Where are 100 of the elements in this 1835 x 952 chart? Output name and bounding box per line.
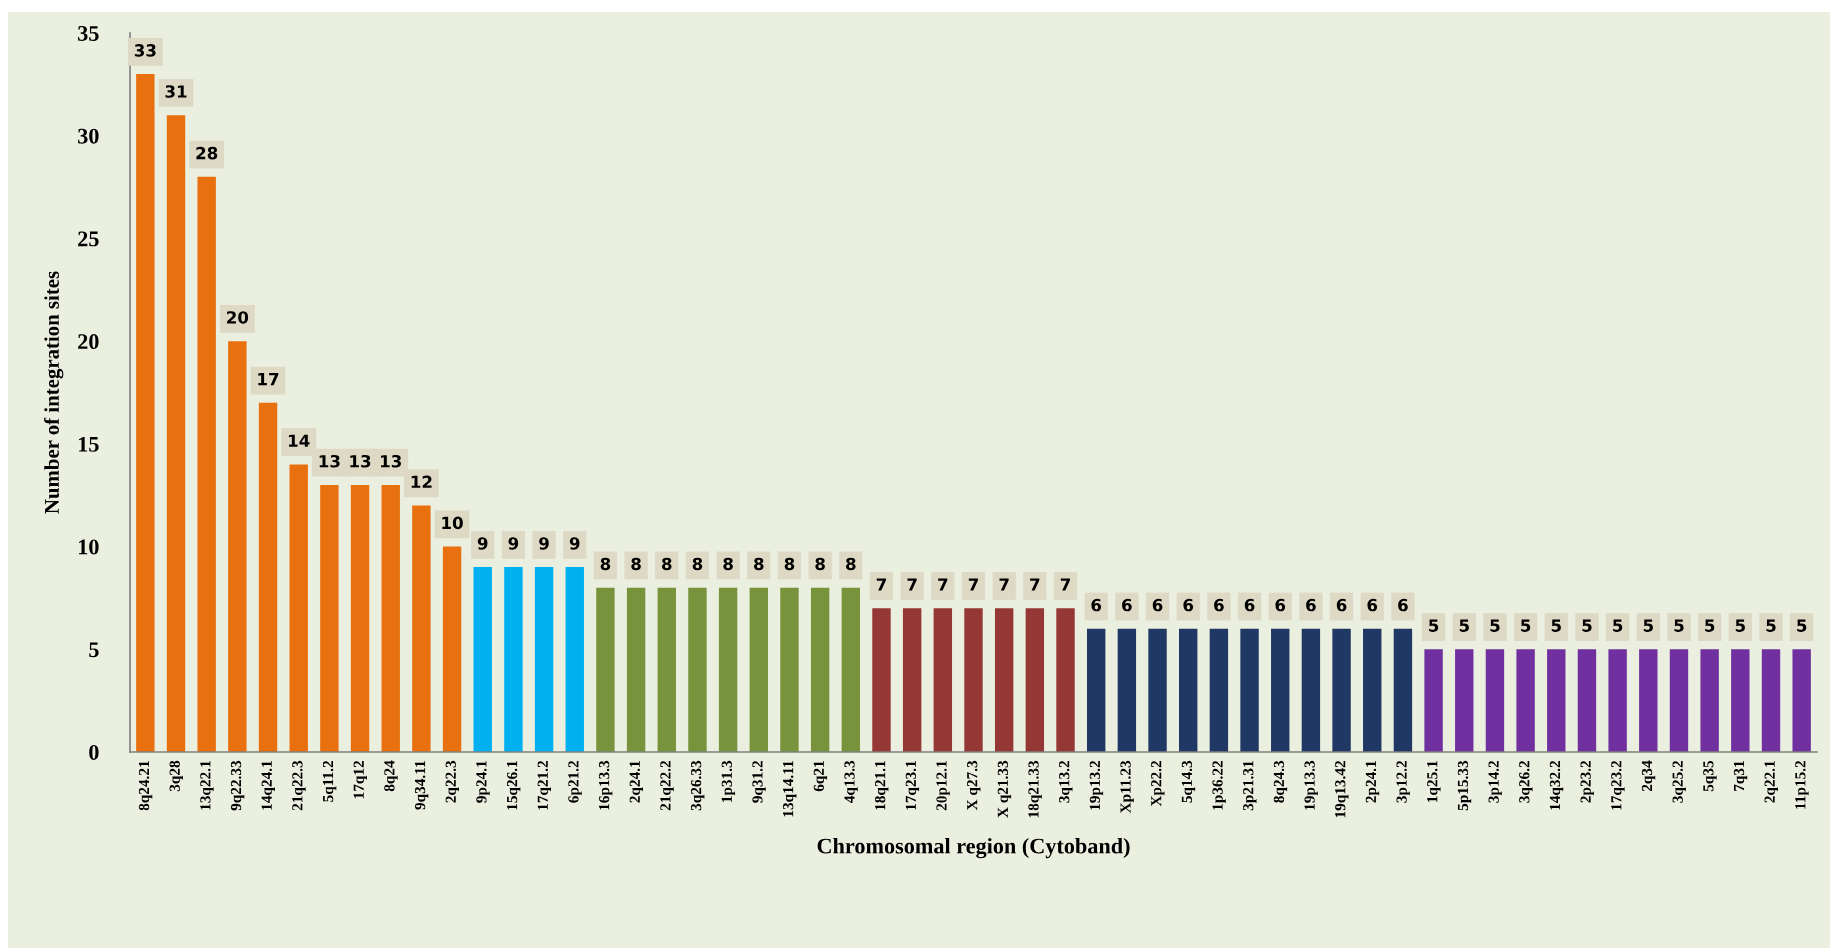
bar xyxy=(718,587,738,752)
x-tick-label: 9q22.33 xyxy=(230,760,245,811)
x-tick-label: 4q13.3 xyxy=(844,760,858,803)
x-tick-label: 3q25.2 xyxy=(1672,760,1686,803)
data-label: 20 xyxy=(227,311,249,324)
data-label: 6 xyxy=(1214,598,1224,612)
x-tick-label: 3q13.2 xyxy=(1059,760,1073,803)
bar xyxy=(320,484,339,752)
bar xyxy=(1025,608,1045,752)
bar xyxy=(1669,649,1689,752)
x-tick-label: 20p12.1 xyxy=(936,761,950,811)
bar xyxy=(1086,628,1106,752)
data-label: 33 xyxy=(134,44,156,57)
x-tick-label: 2q34 xyxy=(1641,760,1656,792)
x-tick-label: 17q12 xyxy=(353,760,367,799)
x-tick-label: 1p31.3 xyxy=(721,760,736,802)
x-tick-label: 15q26.1 xyxy=(506,761,521,810)
bar xyxy=(412,505,431,752)
bar xyxy=(1117,628,1137,752)
bar xyxy=(136,74,155,752)
bar xyxy=(534,567,554,752)
bar xyxy=(565,567,584,752)
x-tick-label: 14q32.2 xyxy=(1549,760,1564,810)
x-tick-label: Xp11.23 xyxy=(1120,760,1134,814)
data-label: 5 xyxy=(1521,619,1531,632)
data-label: 5 xyxy=(1459,619,1469,632)
x-tick-label: 14q24.1 xyxy=(261,761,275,810)
data-label: 9 xyxy=(539,537,549,550)
data-label: 8 xyxy=(692,557,703,571)
data-label: 5 xyxy=(1643,619,1653,632)
data-label: 8 xyxy=(661,557,672,571)
bar xyxy=(933,608,953,752)
data-label: 7 xyxy=(1060,578,1070,591)
bar xyxy=(381,484,400,752)
x-tick-label: X q27.3 xyxy=(967,760,981,811)
bar xyxy=(1271,628,1290,752)
x-tick-label: 8q24 xyxy=(384,760,398,792)
data-label: 9 xyxy=(477,537,488,550)
data-label: 5 xyxy=(1429,619,1439,632)
data-label: 5 xyxy=(1797,619,1807,632)
data-label: 7 xyxy=(907,578,917,591)
x-tick-label: 7q31 xyxy=(1733,761,1748,791)
y-tick-label: 10 xyxy=(79,539,99,555)
x-tick-label: 19q13.42 xyxy=(1335,760,1349,818)
y-tick-label: 25 xyxy=(78,231,99,247)
bar xyxy=(749,587,768,752)
data-label: 6 xyxy=(1183,598,1194,612)
data-label: 6 xyxy=(1367,598,1378,612)
data-label: 7 xyxy=(1030,578,1040,591)
data-label: 9 xyxy=(508,537,519,550)
bar xyxy=(1056,608,1075,752)
data-label: 5 xyxy=(1766,619,1776,632)
data-label: 6 xyxy=(1275,598,1286,612)
data-label: 12 xyxy=(411,475,432,488)
bar xyxy=(166,115,186,752)
data-label: 14 xyxy=(288,434,310,447)
x-tick-label: 6p21.2 xyxy=(568,760,582,803)
x-tick-label: 5q14.3 xyxy=(1181,760,1196,803)
x-tick-label: 2q24.1 xyxy=(629,761,644,803)
bar xyxy=(902,608,922,752)
bar xyxy=(841,587,861,752)
bar xyxy=(1179,628,1198,752)
y-tick-label: 30 xyxy=(78,128,99,144)
data-label: 5 xyxy=(1490,619,1500,632)
bar xyxy=(596,587,615,752)
data-label: 8 xyxy=(784,557,795,571)
x-tick-label: 17q23.2 xyxy=(1611,760,1625,810)
bar xyxy=(1731,649,1750,752)
data-label: 5 xyxy=(1674,619,1684,632)
x-axis-title: Chromosomal region (Cytoband) xyxy=(817,837,1130,859)
data-label: 6 xyxy=(1244,598,1255,612)
bar xyxy=(964,608,983,752)
x-tick-label: 17q21.2 xyxy=(537,760,552,810)
x-tick-label: 16p13.3 xyxy=(598,760,613,810)
bar xyxy=(1792,649,1811,752)
data-label: 8 xyxy=(723,557,733,571)
data-label: 7 xyxy=(938,578,948,591)
bar xyxy=(1577,649,1597,752)
data-label: 7 xyxy=(968,578,978,591)
x-tick-label: 3q26.2 xyxy=(1519,760,1533,803)
x-tick-label: 6q21 xyxy=(813,761,828,792)
x-tick-label: 5q11.2 xyxy=(322,760,337,802)
x-tick-label: 5p15.33 xyxy=(1457,760,1472,811)
x-tick-label: 5q35 xyxy=(1703,760,1717,792)
bar xyxy=(1332,628,1351,752)
bar xyxy=(228,341,247,752)
y-tick-label: 15 xyxy=(79,436,99,452)
data-label: 8 xyxy=(815,557,825,571)
bar xyxy=(504,567,523,752)
data-label: 5 xyxy=(1582,619,1592,632)
bar xyxy=(442,546,462,752)
bar xyxy=(197,176,216,752)
x-tick-label: 2q22.1 xyxy=(1764,761,1778,803)
bar xyxy=(1608,649,1627,752)
y-axis-title: Number of integration sites xyxy=(44,271,64,514)
data-label: 8 xyxy=(846,557,856,571)
x-tick-label: 3q26.33 xyxy=(691,760,705,811)
bar xyxy=(1761,649,1781,752)
data-label: 8 xyxy=(631,557,641,571)
x-tick-label: 19p13.2 xyxy=(1089,760,1104,810)
